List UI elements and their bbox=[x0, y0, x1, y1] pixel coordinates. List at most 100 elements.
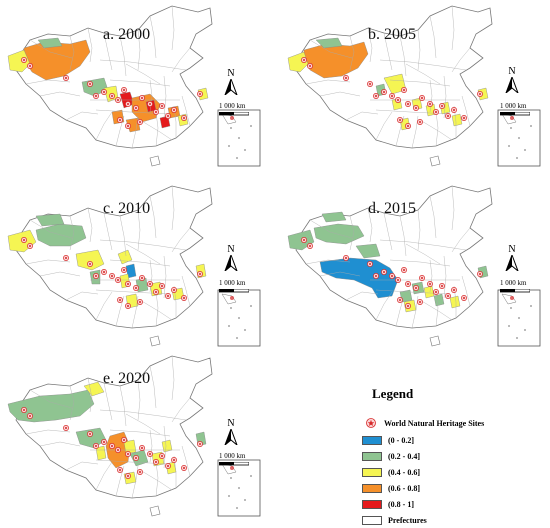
prefecture-boundary bbox=[375, 111, 393, 141]
heritage-site-dot bbox=[421, 277, 423, 279]
north-label: N bbox=[508, 66, 516, 77]
heritage-site-dot bbox=[403, 89, 405, 91]
prefecture-boundary bbox=[95, 461, 113, 491]
heritage-site-dot bbox=[167, 115, 169, 117]
heritage-site-dot bbox=[23, 59, 25, 61]
heritage-site-icon bbox=[366, 418, 376, 428]
heritage-site-dot bbox=[65, 427, 67, 429]
scale-bar-2000: 1 000 km bbox=[218, 102, 250, 118]
prefecture-region bbox=[161, 439, 173, 453]
heritage-site-dot bbox=[397, 99, 399, 101]
scale-bar-icon bbox=[499, 288, 531, 293]
legend-class-label: (0.8 - 1] bbox=[388, 500, 414, 509]
north-arrow-2020: N bbox=[223, 418, 239, 448]
prefecture-region bbox=[149, 281, 163, 297]
prefecture-boundary bbox=[103, 212, 113, 251]
legend-swatch bbox=[362, 468, 382, 477]
heritage-site-dot bbox=[119, 469, 121, 471]
heritage-site-dot bbox=[453, 289, 455, 291]
prefecture-boundary bbox=[25, 79, 71, 85]
heritage-site-dot bbox=[407, 305, 409, 307]
prefecture-boundary bbox=[139, 119, 173, 141]
heritage-site-dot bbox=[403, 269, 405, 271]
china-outline bbox=[15, 5, 213, 149]
prefecture-boundary bbox=[319, 91, 361, 97]
panel-title-2020: e. 2020 bbox=[103, 370, 151, 387]
inset-heritage-site bbox=[230, 116, 234, 120]
prefecture-boundary bbox=[181, 445, 191, 477]
heritage-site-dot bbox=[479, 93, 481, 95]
prefecture-boundary bbox=[405, 243, 441, 265]
prefecture-boundary bbox=[119, 35, 127, 77]
prefecture-boundary bbox=[399, 215, 407, 257]
scale-label: 1 000 km bbox=[500, 279, 527, 287]
prefecture-region bbox=[433, 293, 445, 307]
prefecture-boundary bbox=[69, 385, 75, 421]
prefecture-boundary bbox=[309, 39, 353, 59]
hainan-island bbox=[149, 155, 161, 167]
heritage-site-dot bbox=[375, 275, 377, 277]
inset-coast bbox=[221, 293, 237, 305]
prefecture-boundary bbox=[461, 275, 471, 307]
scale-bar-2005: 1 000 km bbox=[499, 102, 531, 118]
legend-class-0: (0 - 0.2] bbox=[362, 436, 414, 445]
heritage-site-dot bbox=[375, 95, 377, 97]
heritage-site-dot bbox=[199, 93, 201, 95]
prefecture-boundary bbox=[65, 111, 99, 121]
heritage-site-dot bbox=[89, 263, 91, 265]
prefecture-boundary bbox=[87, 207, 93, 243]
heritage-site-dot bbox=[429, 103, 431, 105]
legend-item-heritage-sites: World Natural Heritage Sites bbox=[362, 418, 484, 428]
inset-heritage-site bbox=[230, 466, 234, 470]
map-panel-2010: c. 2010 bbox=[0, 180, 270, 355]
prefecture-boundary bbox=[163, 425, 167, 469]
heritage-site-dot bbox=[383, 91, 385, 93]
heritage-site-dot bbox=[127, 283, 129, 285]
heritage-site-dot bbox=[383, 271, 385, 273]
prefecture-boundary bbox=[125, 63, 161, 85]
prefecture-boundary bbox=[383, 212, 393, 251]
heritage-site-dot bbox=[65, 77, 67, 79]
heritage-site-dot bbox=[309, 65, 311, 67]
heritage-site-dot bbox=[95, 445, 97, 447]
north-arrow-2015: N bbox=[504, 244, 520, 274]
prefecture-boundary bbox=[119, 215, 127, 257]
prefecture-boundary bbox=[99, 59, 187, 71]
prefecture-boundary bbox=[119, 385, 127, 427]
north-arrow-icon bbox=[223, 427, 239, 447]
prefecture-boundary bbox=[411, 295, 419, 329]
prefecture-region bbox=[423, 285, 435, 299]
prefecture-boundary bbox=[29, 219, 73, 239]
prefecture-region bbox=[287, 51, 309, 73]
heritage-site-dot bbox=[29, 245, 31, 247]
scale-label: 1 000 km bbox=[219, 102, 246, 110]
prefecture-boundary bbox=[443, 75, 447, 119]
north-arrow-icon bbox=[504, 75, 520, 95]
heritage-site-dot bbox=[463, 117, 465, 119]
prefecture-boundary bbox=[155, 461, 159, 497]
north-arrow-2005: N bbox=[504, 66, 520, 96]
prefecture-region bbox=[75, 427, 107, 449]
prefecture-region bbox=[451, 113, 463, 127]
heritage-site-dot bbox=[111, 275, 113, 277]
north-arrow-2010: N bbox=[223, 244, 239, 274]
heritage-site-dot bbox=[441, 105, 443, 107]
heritage-site-dot bbox=[117, 99, 119, 101]
heritage-site-dot bbox=[173, 459, 175, 461]
heritage-site-dot bbox=[407, 283, 409, 285]
heritage-site-dot bbox=[111, 95, 113, 97]
heritage-site-dot bbox=[119, 119, 121, 121]
prefecture-boundary bbox=[149, 15, 157, 59]
map-panel-2005: b. 2005 bbox=[280, 0, 550, 175]
heritage-site-dot bbox=[199, 273, 201, 275]
heritage-site-dot bbox=[123, 439, 125, 441]
heritage-site-dot bbox=[399, 299, 401, 301]
legend-swatch bbox=[362, 452, 382, 461]
hainan-island bbox=[429, 155, 441, 167]
legend-title: Legend bbox=[372, 386, 414, 401]
heritage-site-dot bbox=[419, 121, 421, 123]
prefecture-region bbox=[35, 213, 65, 227]
heritage-site-dot bbox=[127, 453, 129, 455]
china-map-2000 bbox=[7, 5, 261, 167]
heritage-site-dot bbox=[23, 409, 25, 411]
